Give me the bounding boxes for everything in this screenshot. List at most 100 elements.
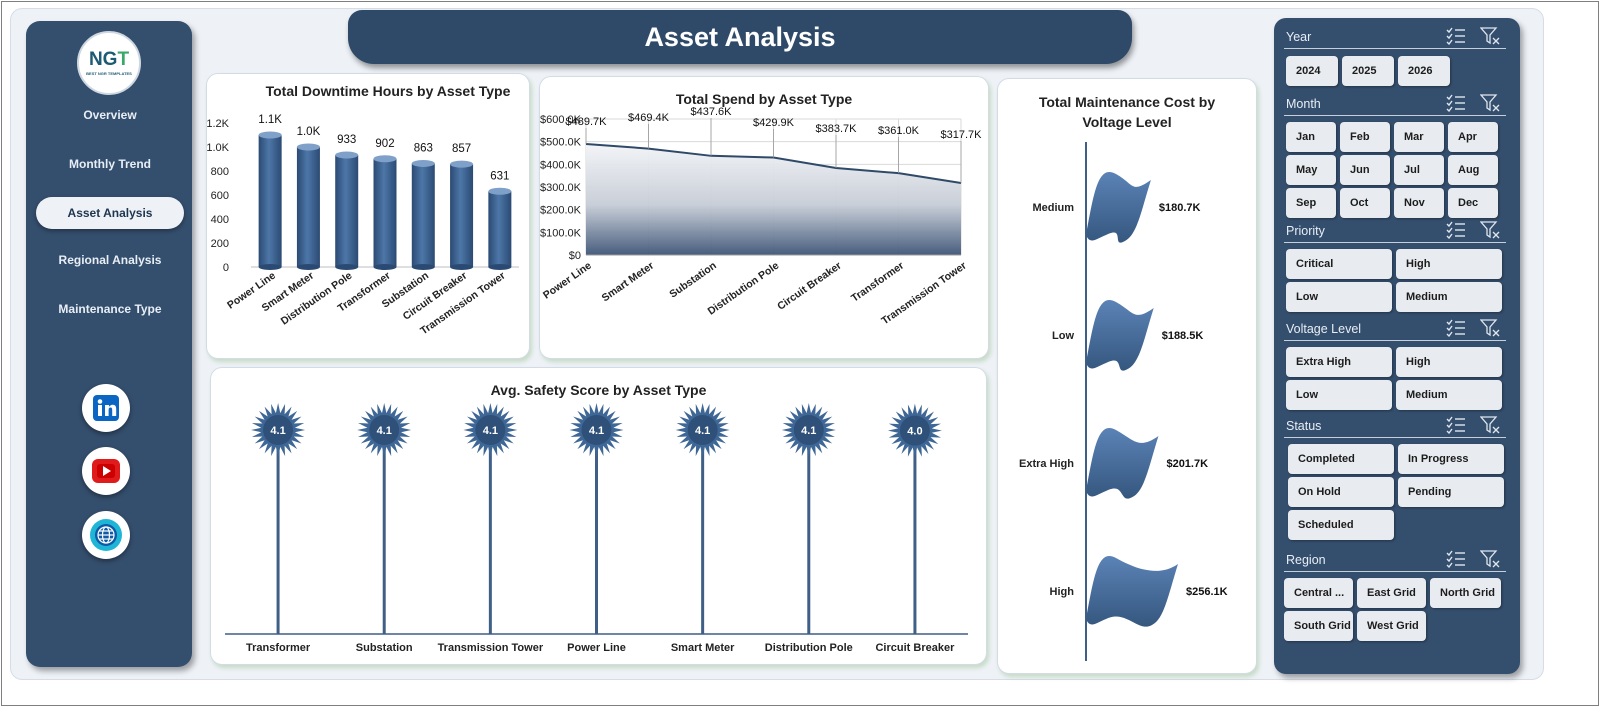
safety-score-chart-card: Avg. Safety Score by Asset Type 4.1 Trans… — [210, 367, 987, 665]
month-option[interactable]: Feb — [1340, 122, 1390, 152]
data-label: $383.7K — [816, 123, 858, 135]
multi-select-icon[interactable] — [1446, 221, 1466, 239]
slicer-divider — [1284, 48, 1506, 49]
month-option[interactable]: Sep — [1286, 188, 1336, 218]
priority-option[interactable]: High — [1396, 249, 1502, 279]
bar — [1086, 171, 1151, 243]
bar-base — [411, 264, 435, 270]
status-option[interactable]: In Progress — [1398, 444, 1504, 474]
y-tick-label: $400.0K — [540, 159, 582, 171]
bar — [335, 155, 359, 267]
month-option[interactable]: Aug — [1448, 155, 1498, 185]
data-label: $201.7K — [1166, 458, 1208, 470]
slicer-icons — [1446, 94, 1500, 112]
y-tick-label: $200.0K — [540, 205, 582, 217]
multi-select-icon[interactable] — [1446, 550, 1466, 568]
data-label: $429.9K — [753, 117, 795, 129]
nav-item-asset-analysis[interactable]: Asset Analysis — [36, 197, 184, 229]
data-label: $317.7K — [941, 129, 983, 141]
bar — [450, 164, 474, 267]
priority-option[interactable]: Medium — [1396, 282, 1502, 312]
voltage-option[interactable]: Low — [1286, 380, 1392, 410]
bar-top — [258, 131, 282, 139]
nav-item-monthly-trend[interactable]: Monthly Trend — [69, 157, 151, 171]
region-option[interactable]: North Grid — [1430, 578, 1501, 608]
y-tick-label: $300.0K — [540, 182, 582, 194]
y-tick-label: 600 — [211, 190, 229, 202]
y-tick-label: Low — [1052, 330, 1074, 342]
bar — [373, 158, 397, 267]
month-option[interactable]: May — [1286, 155, 1336, 185]
linkedin-button[interactable] — [82, 384, 130, 432]
year-option[interactable]: 2026 — [1398, 56, 1450, 86]
bar — [1086, 555, 1178, 627]
slicer-divider — [1284, 115, 1506, 116]
clear-filter-icon[interactable] — [1480, 416, 1500, 434]
status-option[interactable]: Pending — [1398, 477, 1504, 507]
marker-core — [475, 415, 506, 445]
multi-select-icon[interactable] — [1446, 27, 1466, 45]
x-tick-label: Power Line — [541, 260, 594, 302]
voltage-option[interactable]: High — [1396, 347, 1502, 377]
x-tick-label: Power Line — [567, 642, 626, 654]
clear-filter-icon[interactable] — [1480, 221, 1500, 239]
month-option[interactable]: Mar — [1394, 122, 1444, 152]
nav-item-regional-analysis[interactable]: Regional Analysis — [58, 253, 162, 267]
multi-select-icon[interactable] — [1446, 319, 1466, 337]
region-option[interactable]: East Grid — [1357, 578, 1426, 608]
status-option[interactable]: On Hold — [1288, 477, 1394, 507]
clear-filter-icon[interactable] — [1480, 319, 1500, 337]
y-tick-label: 1.2K — [207, 118, 230, 130]
marker-core — [369, 415, 400, 445]
multi-select-icon[interactable] — [1446, 416, 1466, 434]
voltage-option[interactable]: Extra High — [1286, 347, 1392, 377]
priority-option[interactable]: Critical — [1286, 249, 1392, 279]
linkedin-icon — [93, 395, 119, 421]
month-option[interactable]: Dec — [1448, 188, 1498, 218]
bar-top — [488, 187, 512, 195]
marker-core — [581, 415, 612, 445]
data-label: 4.1 — [270, 425, 285, 437]
nav-item-overview[interactable]: Overview — [83, 108, 137, 122]
logo-mark: NGT — [88, 49, 130, 70]
region-option[interactable]: South Grid — [1284, 611, 1353, 641]
logo-subtitle: BEST NGR TEMPLATES — [86, 71, 132, 76]
website-button[interactable] — [82, 511, 130, 559]
clear-filter-icon[interactable] — [1480, 550, 1500, 568]
page-title: Asset Analysis — [644, 21, 836, 52]
status-option[interactable]: Completed — [1288, 444, 1394, 474]
data-label: $188.5K — [1162, 330, 1204, 342]
bar — [296, 147, 320, 267]
youtube-button[interactable] — [82, 447, 130, 495]
month-option[interactable]: Nov — [1394, 188, 1444, 218]
slicer-divider — [1284, 340, 1506, 341]
year-option[interactable]: 2025 — [1342, 56, 1394, 86]
clear-filter-icon[interactable] — [1480, 94, 1500, 112]
month-option[interactable]: Jun — [1340, 155, 1390, 185]
region-option[interactable]: West Grid — [1357, 611, 1426, 641]
data-label: $437.6K — [691, 106, 733, 118]
month-option[interactable]: Oct — [1340, 188, 1390, 218]
multi-select-icon[interactable] — [1446, 94, 1466, 112]
y-tick-label: 400 — [211, 214, 229, 226]
voltage-option[interactable]: Medium — [1396, 380, 1502, 410]
y-tick-label: High — [1050, 586, 1075, 598]
month-option[interactable]: Jul — [1394, 155, 1444, 185]
page-title-banner: Asset Analysis — [348, 10, 1132, 64]
y-tick-label: 0 — [223, 262, 229, 274]
voltage-cost-chart-card: Total Maintenance Cost by Voltage Level … — [997, 78, 1257, 674]
x-tick-label: Distribution Pole — [765, 642, 853, 654]
month-option[interactable]: Jan — [1286, 122, 1336, 152]
month-option[interactable]: Apr — [1448, 122, 1498, 152]
slicer-divider — [1284, 571, 1506, 572]
region-option[interactable]: Central ... — [1284, 578, 1353, 608]
priority-option[interactable]: Low — [1286, 282, 1392, 312]
year-option[interactable]: 2024 — [1286, 56, 1338, 86]
youtube-icon — [92, 459, 120, 483]
status-option[interactable]: Scheduled — [1288, 510, 1394, 540]
nav-item-maintenance-type[interactable]: Maintenance Type — [58, 302, 162, 316]
bar-top — [296, 143, 320, 151]
data-label: 857 — [452, 143, 471, 155]
clear-filter-icon[interactable] — [1480, 27, 1500, 45]
